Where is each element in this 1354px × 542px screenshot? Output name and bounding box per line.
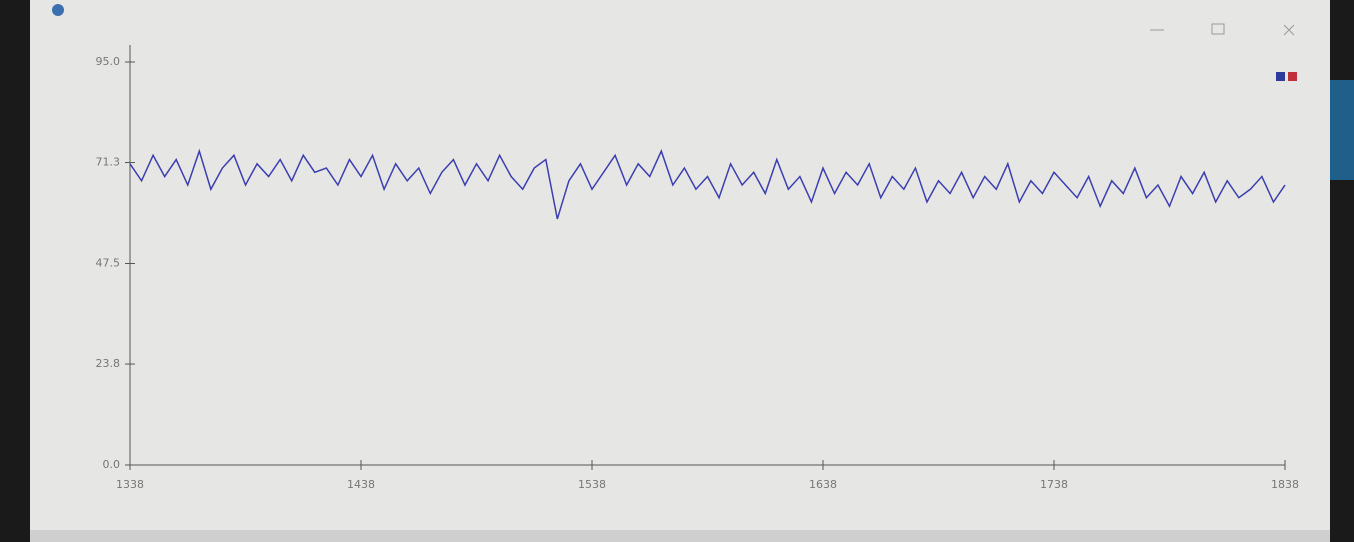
x-tick-label: 1638	[809, 478, 837, 491]
y-tick-label: 47.5	[96, 257, 121, 270]
legend-swatch	[1276, 72, 1285, 81]
y-tick-label: 23.8	[96, 357, 121, 370]
maximize-button[interactable]	[1211, 23, 1225, 35]
y-tick-label: 0.0	[103, 458, 121, 471]
x-tick-label: 1738	[1040, 478, 1068, 491]
background-window	[1330, 80, 1354, 180]
status-bar	[30, 530, 1330, 542]
x-tick-label: 1438	[347, 478, 375, 491]
legend-swatch	[1288, 72, 1297, 81]
x-tick-label: 1838	[1271, 478, 1299, 491]
series-line	[129, 148, 1286, 220]
y-tick-label: 71.3	[96, 156, 121, 169]
app-icon	[52, 4, 64, 16]
x-tick-label: 1338	[116, 478, 144, 491]
x-tick-label: 1538	[578, 478, 606, 491]
window	[30, 0, 1330, 542]
close-button[interactable]	[1283, 24, 1295, 36]
y-tick-label: 95.0	[96, 55, 121, 68]
